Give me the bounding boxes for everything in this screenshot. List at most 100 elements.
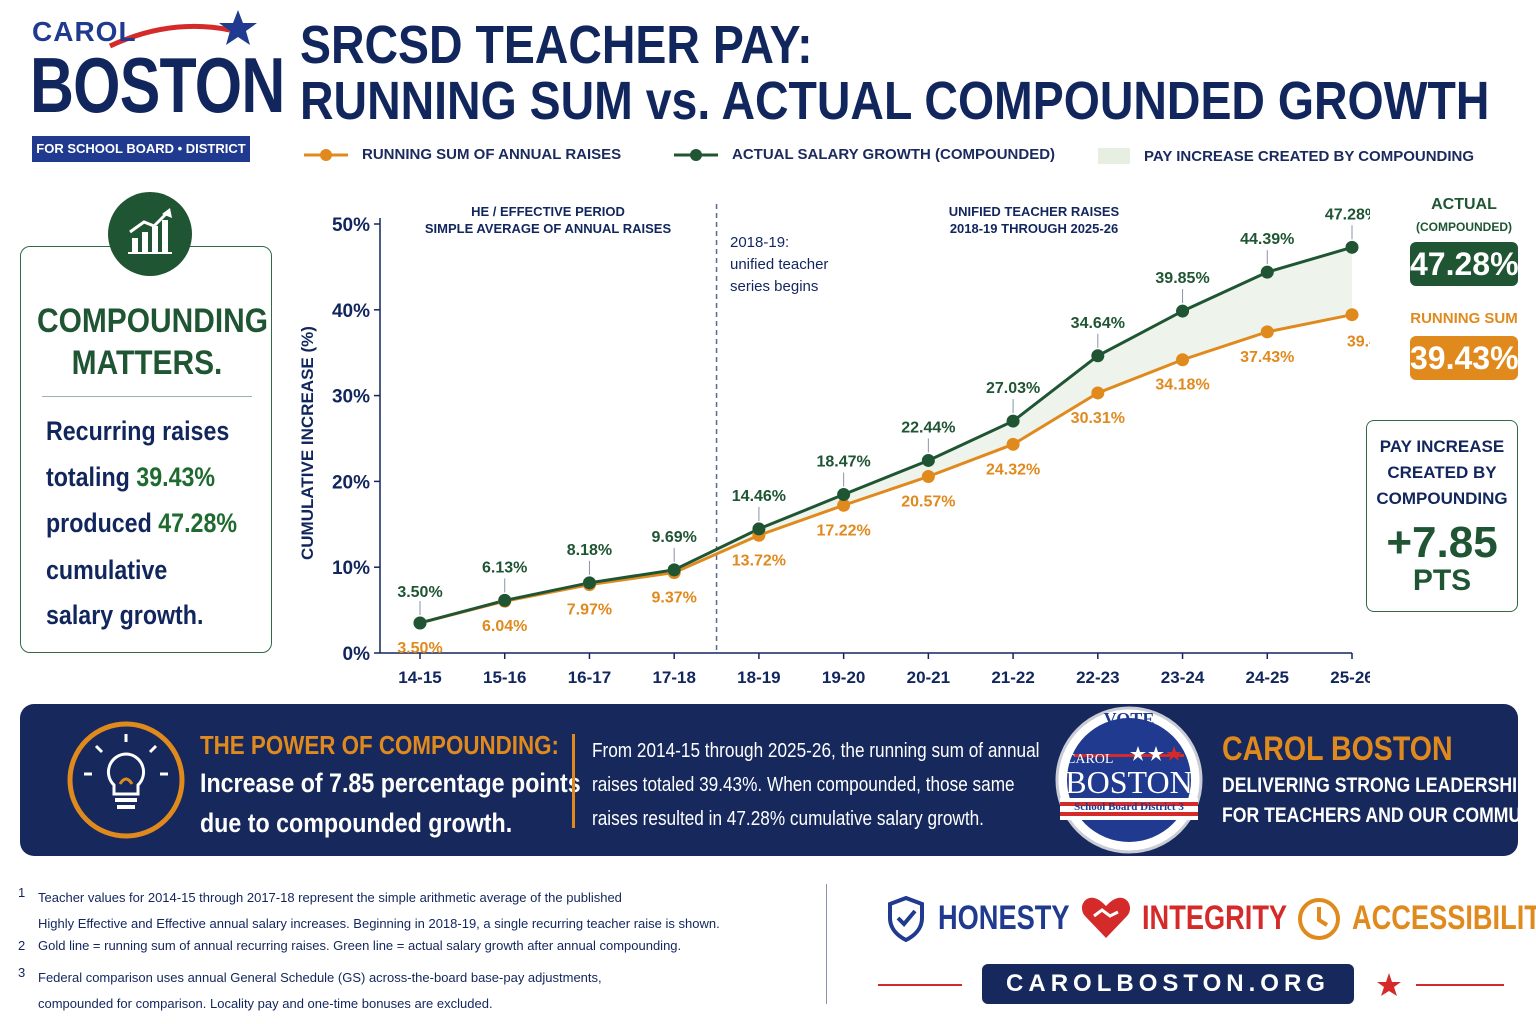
actual-growth-point xyxy=(667,563,681,577)
actual-growth-label: 22.44% xyxy=(901,419,955,436)
power-line1: Increase of 7.85 percentage points xyxy=(200,768,581,798)
left-text-line2: totaling 39.43% xyxy=(46,462,215,493)
footnote-1: Teacher values for 2014-15 through 2017-… xyxy=(38,885,720,937)
running-sum-point xyxy=(1176,353,1190,367)
left-text-line3: produced 47.28% xyxy=(46,508,237,539)
x-tick-label: 24-25 xyxy=(1246,668,1289,687)
x-tick-label: 16-17 xyxy=(568,668,611,687)
value-honesty: HONESTY xyxy=(938,899,1070,937)
pay-increase-panel xyxy=(1366,420,1518,612)
red-rule-left xyxy=(878,984,962,986)
actual-growth-point xyxy=(413,616,427,630)
compounding-heading-line1: COMPOUNDING xyxy=(37,302,269,340)
logo-last-name: BOSTON xyxy=(30,41,285,129)
y-tick-label: 20% xyxy=(332,472,370,493)
footer-divider xyxy=(826,884,827,1004)
compounding-area xyxy=(420,247,1352,623)
running-sum-label: 24.32% xyxy=(986,461,1040,478)
running-sum-label: 30.31% xyxy=(1071,410,1125,427)
footnote-3-line2: compounded for comparison. Locality pay … xyxy=(38,996,493,1011)
tagline-line1: DELIVERING STRONG LEADERSHIP xyxy=(1222,774,1529,797)
badge-stars-icon xyxy=(1130,746,1182,761)
y-axis-label: CUMULATIVE INCREASE (%) xyxy=(298,326,317,560)
legend-actual-label: ACTUAL SALARY GROWTH (COMPOUNDED) xyxy=(732,146,1056,163)
badge-subtitle: School Board District 3 xyxy=(1074,801,1184,813)
running-sum-label: 37.43% xyxy=(1240,349,1294,366)
actual-growth-point xyxy=(921,453,935,467)
running-label: RUNNING SUM xyxy=(1410,310,1518,327)
footnote-3-line1: Federal comparison uses annual General S… xyxy=(38,970,602,985)
banner-body-line3: raises resulted in 47.28% cumulative sal… xyxy=(592,808,984,830)
legend-actual-swatch xyxy=(674,148,718,161)
x-tick-label: 21-22 xyxy=(991,668,1034,687)
running-sum-point xyxy=(837,498,851,512)
x-tick-label: 20-21 xyxy=(907,668,950,687)
actual-label: ACTUAL xyxy=(1431,196,1497,213)
unified-series-note: 2018-19: unified teacher series begins xyxy=(730,232,828,298)
growth-chart-icon xyxy=(108,192,192,276)
footnote-2-number: 2 xyxy=(18,938,26,953)
y-tick-label: 40% xyxy=(332,301,370,322)
banner-body: From 2014-15 through 2025-26, the runnin… xyxy=(592,734,1039,836)
actual-sub-label: (COMPOUNDED) xyxy=(1416,220,1512,234)
star-icon xyxy=(219,10,257,45)
actual-growth-label: 34.64% xyxy=(1071,315,1125,332)
x-tick-label: 25-26 xyxy=(1330,668,1370,687)
period-left-line2: SIMPLE AVERAGE OF ANNUAL RAISES xyxy=(424,221,672,236)
running-sum-label: 6.04% xyxy=(482,618,527,635)
candidate-name: CAROL BOSTON xyxy=(1222,730,1453,768)
left-text-totaling: totaling xyxy=(46,462,130,492)
badge-first-name: CAROL xyxy=(1066,752,1114,767)
lightbulb-icon xyxy=(67,721,185,839)
running-sum-label: 20.57% xyxy=(901,494,955,511)
badge-vote: VOTE xyxy=(1103,709,1155,729)
period-left-annotation: HE / EFFECTIVE PERIOD SIMPLE AVERAGE OF … xyxy=(398,203,698,237)
website-link[interactable]: CAROLBOSTON.ORG xyxy=(982,964,1354,1004)
legend-actual: ACTUAL SALARY GROWTH (COMPOUNDED) xyxy=(672,146,1055,163)
tagline-line2: FOR TEACHERS AND OUR COMMUNITY. xyxy=(1222,804,1536,827)
running-sum-point xyxy=(1091,386,1105,400)
footnote-2-line1: Gold line = running sum of annual recurr… xyxy=(38,938,682,953)
legend-area: PAY INCREASE CREATED BY COMPOUNDING xyxy=(1098,146,1474,166)
running-badge: 39.43% xyxy=(1410,336,1519,380)
x-tick-label: 18-19 xyxy=(737,668,780,687)
x-tick-label: 14-15 xyxy=(398,668,441,687)
legend-running-label: RUNNING SUM OF ANNUAL RAISES xyxy=(362,146,622,163)
actual-growth-point xyxy=(1006,414,1020,428)
left-text-line4: cumulative xyxy=(46,555,168,585)
compounding-heading-line2: MATTERS. xyxy=(71,344,223,382)
actual-growth-label: 47.28% xyxy=(1325,206,1370,223)
footnote-1-number: 1 xyxy=(18,885,26,900)
period-right-line1: UNIFIED TEACHER RAISES xyxy=(948,204,1120,219)
actual-growth-point xyxy=(1260,265,1274,279)
period-right-annotation: UNIFIED TEACHER RAISES 2018-19 THROUGH 2… xyxy=(884,203,1184,237)
legend-running-swatch xyxy=(304,148,348,161)
pay-increase-title: PAY INCREASE CREATED BY COMPOUNDING xyxy=(1366,434,1518,512)
banner-body-line2: raises totaled 39.43%. When compounded, … xyxy=(592,774,1015,796)
running-sum-label: 7.97% xyxy=(567,602,612,619)
shield-icon xyxy=(888,896,924,942)
left-text-line1: Recurring raises xyxy=(46,416,230,446)
power-heading: THE POWER OF COMPOUNDING: xyxy=(200,730,559,760)
compounding-heading: COMPOUNDING MATTERS. xyxy=(37,300,269,384)
note-line3: series begins xyxy=(730,278,819,295)
compounding-matters-panel xyxy=(20,246,272,653)
footnote-3: Federal comparison uses annual General S… xyxy=(38,965,602,1017)
page-title-line2: RUNNING SUM vs. ACTUAL COMPOUNDED GROWTH xyxy=(300,71,1490,131)
y-tick-label: 50% xyxy=(332,215,370,236)
running-sum-label: 17.22% xyxy=(817,522,871,539)
left-value-actual: 47.28% xyxy=(158,508,238,538)
y-tick-label: 30% xyxy=(332,387,370,408)
actual-growth-point xyxy=(1091,349,1105,363)
legend-area-swatch xyxy=(1098,148,1130,164)
footnote-3-number: 3 xyxy=(18,965,26,980)
left-value-running: 39.43% xyxy=(136,462,216,492)
actual-badge: 47.28% xyxy=(1410,242,1519,286)
pay-line1: PAY INCREASE xyxy=(1379,437,1505,456)
power-line2: due to compounded growth. xyxy=(200,808,513,838)
actual-growth-line xyxy=(419,245,1353,625)
red-rule-right xyxy=(1416,984,1504,986)
left-text-produced: produced xyxy=(46,508,152,538)
page-title-line1: SRCSD TEACHER PAY: xyxy=(300,15,813,75)
x-tick-label: 19-20 xyxy=(822,668,865,687)
